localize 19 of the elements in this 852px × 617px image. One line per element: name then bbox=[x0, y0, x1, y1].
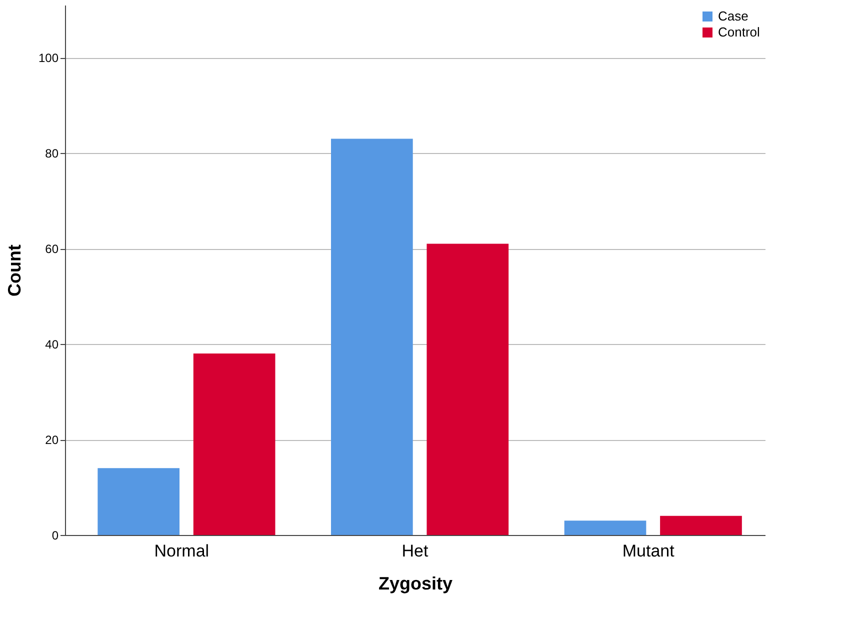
x-tick-label: Normal bbox=[154, 542, 210, 560]
bar bbox=[426, 244, 509, 535]
y-axis-title: Count bbox=[4, 244, 24, 296]
bar bbox=[660, 516, 742, 535]
legend-label: Case bbox=[718, 8, 748, 24]
x-axis-title: Zygosity bbox=[378, 574, 453, 594]
y-tick-label: 20 bbox=[45, 433, 59, 448]
y-tick-label: 0 bbox=[52, 528, 59, 542]
bar bbox=[193, 354, 276, 535]
bar bbox=[331, 138, 413, 535]
legend-label: Control bbox=[718, 24, 760, 40]
y-tick-label: 40 bbox=[45, 338, 59, 352]
x-tick-label: Mutant bbox=[622, 542, 675, 560]
y-tick-label: 80 bbox=[45, 146, 59, 161]
bar bbox=[98, 468, 180, 535]
y-tick-label: 60 bbox=[45, 242, 59, 256]
bar bbox=[564, 520, 646, 535]
y-tick-label: 100 bbox=[38, 51, 59, 66]
x-tick-label: Het bbox=[402, 542, 428, 560]
